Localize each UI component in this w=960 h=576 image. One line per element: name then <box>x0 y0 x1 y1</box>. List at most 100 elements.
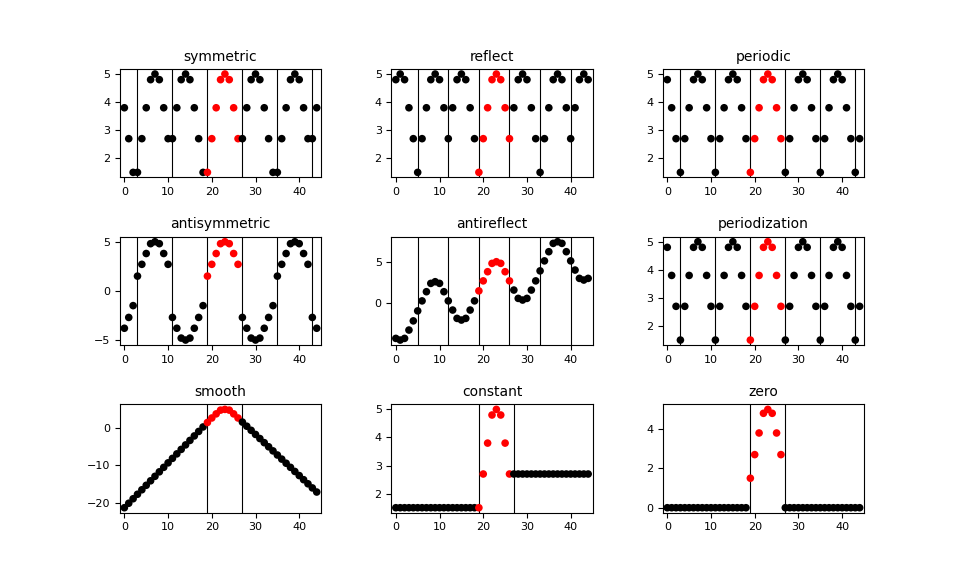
Point <box>292 471 307 480</box>
Point <box>292 239 307 248</box>
Point <box>808 302 824 311</box>
Point <box>484 259 499 268</box>
Point <box>287 237 302 247</box>
Point <box>261 313 276 322</box>
Point <box>300 134 316 143</box>
Point <box>441 296 456 305</box>
Point <box>668 302 684 311</box>
Point <box>304 483 320 492</box>
Point <box>441 134 456 143</box>
Point <box>134 485 150 494</box>
Point <box>848 168 863 177</box>
Point <box>533 469 548 479</box>
Point <box>773 302 788 311</box>
Point <box>427 277 443 286</box>
Point <box>852 302 867 311</box>
Point <box>716 103 732 112</box>
Point <box>475 469 491 479</box>
Point <box>493 75 509 84</box>
Point <box>186 103 202 112</box>
Point <box>795 70 810 79</box>
Point <box>274 260 289 269</box>
Point <box>174 75 189 84</box>
Point <box>511 75 526 84</box>
Point <box>169 103 184 112</box>
Point <box>467 296 482 305</box>
Point <box>226 103 241 112</box>
Point <box>764 242 780 252</box>
Point <box>764 409 780 418</box>
Point <box>839 271 854 280</box>
Point <box>834 242 850 252</box>
Point <box>738 302 754 311</box>
Point <box>248 430 263 439</box>
Point <box>734 271 750 280</box>
Point <box>493 259 509 268</box>
Point <box>497 103 513 112</box>
Point <box>682 271 697 280</box>
Point <box>800 75 815 84</box>
Point <box>436 503 451 512</box>
Point <box>256 438 272 448</box>
Point <box>545 469 561 479</box>
Point <box>458 503 473 512</box>
Point <box>822 503 837 512</box>
Point <box>217 70 232 79</box>
Point <box>550 70 565 79</box>
Point <box>261 442 276 452</box>
Point <box>463 103 478 112</box>
Point <box>834 503 850 512</box>
Point <box>208 103 224 112</box>
Point <box>278 249 294 258</box>
Point <box>554 469 569 479</box>
Point <box>200 271 215 281</box>
Point <box>138 103 154 112</box>
Point <box>388 334 403 343</box>
Point <box>506 286 521 295</box>
Point <box>296 475 311 484</box>
Point <box>230 134 246 143</box>
Point <box>401 103 417 112</box>
Point <box>186 324 202 333</box>
Point <box>208 410 224 419</box>
Point <box>296 249 311 258</box>
Point <box>156 249 172 258</box>
Point <box>169 324 184 333</box>
Point <box>265 301 280 310</box>
Point <box>252 334 268 343</box>
Point <box>817 503 832 512</box>
Point <box>410 306 425 316</box>
Point <box>283 239 299 248</box>
Point <box>843 302 858 311</box>
Point <box>239 422 254 431</box>
Point <box>699 503 714 512</box>
Point <box>226 249 241 258</box>
Point <box>419 103 434 112</box>
Point <box>484 75 499 84</box>
Point <box>182 75 198 84</box>
Point <box>449 314 465 323</box>
Point <box>204 260 220 269</box>
Point <box>743 335 758 344</box>
Point <box>502 134 517 143</box>
Point <box>182 334 198 343</box>
Point <box>222 406 237 415</box>
Point <box>778 335 793 344</box>
Point <box>778 168 793 177</box>
Point <box>497 438 513 448</box>
Point <box>747 450 762 459</box>
Point <box>834 75 850 84</box>
Point <box>432 75 447 84</box>
Point <box>812 503 828 512</box>
Point <box>196 422 211 431</box>
Point <box>261 134 276 143</box>
Point <box>484 410 499 419</box>
Point <box>830 503 846 512</box>
Point <box>304 134 320 143</box>
Point <box>664 103 680 112</box>
Point <box>463 305 478 314</box>
Point <box>191 427 206 436</box>
Point <box>685 242 701 252</box>
Point <box>278 458 294 468</box>
Point <box>660 75 675 84</box>
